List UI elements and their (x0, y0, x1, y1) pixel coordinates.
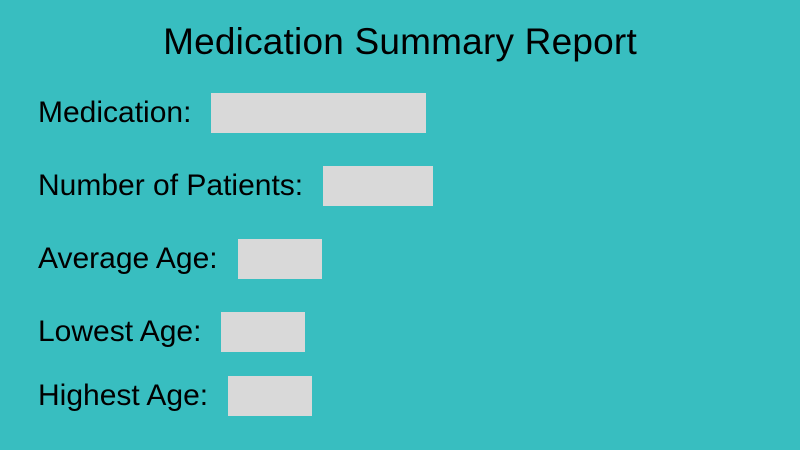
field-row-number-of-patients: Number of Patients: (38, 166, 800, 206)
highest-age-input[interactable] (228, 376, 313, 416)
medication-input[interactable] (211, 93, 427, 133)
highest-age-label: Highest Age: (38, 379, 209, 412)
fields-container: Medication: Number of Patients: Average … (0, 93, 800, 416)
number-of-patients-input[interactable] (323, 166, 434, 206)
number-of-patients-label: Number of Patients: (38, 169, 304, 202)
field-row-lowest-age: Lowest Age: (38, 312, 800, 352)
field-row-highest-age: Highest Age: (38, 376, 800, 416)
medication-label: Medication: (38, 96, 192, 129)
field-row-medication: Medication: (38, 93, 800, 133)
lowest-age-input[interactable] (221, 312, 306, 352)
field-row-average-age: Average Age: (38, 239, 800, 279)
lowest-age-label: Lowest Age: (38, 315, 202, 348)
average-age-label: Average Age: (38, 242, 218, 275)
average-age-input[interactable] (237, 239, 322, 279)
page-title: Medication Summary Report (163, 21, 637, 62)
